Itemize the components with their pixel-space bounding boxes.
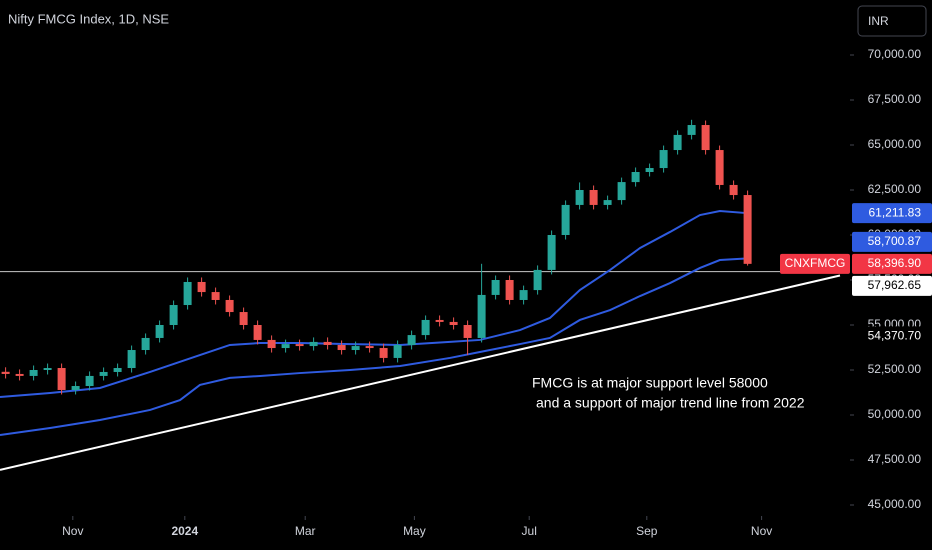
price-box-label: 54,370.70	[868, 328, 922, 342]
price-box-label: 57,962.65	[868, 278, 922, 292]
candle-body	[603, 200, 612, 205]
y-tick-label: 62,500.00	[868, 182, 922, 196]
candle-body	[491, 280, 500, 295]
candle-body	[1, 371, 10, 374]
candle-body	[141, 337, 150, 351]
candle-body	[211, 292, 220, 300]
y-tick-label: 47,500.00	[868, 452, 922, 466]
price-box	[852, 275, 932, 296]
moving-average-line	[0, 210, 748, 398]
candle-body	[659, 150, 668, 169]
x-tick-label: 2024	[171, 524, 198, 538]
trend-line	[0, 274, 841, 471]
candle-body	[197, 281, 206, 293]
candle-body	[435, 319, 444, 322]
symbol-label: CNXFMCG	[785, 256, 846, 270]
x-tick-label: May	[403, 524, 426, 538]
candle-body	[421, 319, 430, 336]
x-tick-label: Nov	[62, 524, 83, 538]
candle-body	[15, 373, 24, 376]
candle-body	[477, 294, 486, 338]
annotation: FMCG is at major support level 58000	[532, 375, 768, 391]
candle-body	[71, 386, 80, 390]
candle-body	[379, 348, 388, 358]
candle-body	[729, 184, 738, 196]
candle-body	[29, 370, 38, 376]
candle-body	[281, 344, 290, 349]
currency-button[interactable]	[857, 5, 927, 37]
price-box	[852, 203, 932, 224]
currency-label[interactable]: INR	[868, 14, 889, 28]
y-tick-label: 67,500.00	[868, 92, 922, 106]
candle-body	[239, 312, 248, 325]
candle-body	[183, 281, 192, 306]
price-box	[852, 326, 932, 347]
x-tick-label: Jul	[522, 524, 537, 538]
x-tick-label: Nov	[751, 524, 772, 538]
candle-body	[99, 371, 108, 376]
candle-body	[169, 305, 178, 325]
price-box-label: 61,211.83	[869, 205, 922, 219]
y-tick-label: 45,000.00	[868, 497, 922, 511]
candle-body	[505, 280, 514, 300]
candle-body	[631, 172, 640, 183]
candle-body	[127, 350, 136, 369]
candle-body	[155, 325, 164, 338]
candle-body	[309, 341, 318, 347]
candle-body	[743, 195, 752, 264]
symbol-box	[780, 253, 850, 274]
y-tick-label: 70,000.00	[868, 47, 922, 61]
price-box-label: 58,396.90	[868, 256, 922, 270]
y-tick-label: 65,000.00	[868, 137, 922, 151]
candle-body	[589, 190, 598, 205]
candle-body	[687, 125, 696, 135]
x-tick-label: Mar	[295, 524, 316, 538]
candle-body	[43, 368, 52, 370]
candle-body	[715, 150, 724, 185]
candle-body	[113, 368, 122, 372]
candle-body	[267, 339, 276, 349]
price-box	[852, 231, 932, 252]
candle-body	[449, 321, 458, 325]
candle-body	[253, 325, 262, 340]
annotation: and a support of major trend line from 2…	[536, 395, 805, 411]
candle-body	[225, 299, 234, 313]
candle-body	[323, 341, 332, 345]
candle-body	[85, 375, 94, 387]
moving-average-line	[0, 257, 748, 436]
y-tick-label: 50,000.00	[868, 407, 922, 421]
candle-body	[701, 125, 710, 151]
x-tick-label: Sep	[636, 524, 658, 538]
candle-body	[57, 368, 66, 390]
candle-body	[561, 204, 570, 235]
y-tick-label: 52,500.00	[868, 362, 922, 376]
candle-body	[351, 346, 360, 351]
candle-body	[295, 344, 304, 347]
candle-body	[393, 344, 402, 358]
price-box-label: 58,700.87	[868, 234, 922, 248]
candle-body	[519, 290, 528, 300]
candle-body	[365, 346, 374, 349]
candle-body	[407, 335, 416, 345]
candle-body	[533, 269, 542, 291]
candle-body	[645, 168, 654, 172]
candle-body	[463, 325, 472, 338]
candle-body	[617, 182, 626, 201]
price-box	[852, 253, 932, 274]
chart-title: Nifty FMCG Index, 1D, NSE	[8, 11, 169, 26]
candle-body	[337, 344, 346, 351]
candle-body	[673, 134, 682, 151]
candle-body	[547, 235, 556, 270]
candle-body	[575, 190, 584, 205]
